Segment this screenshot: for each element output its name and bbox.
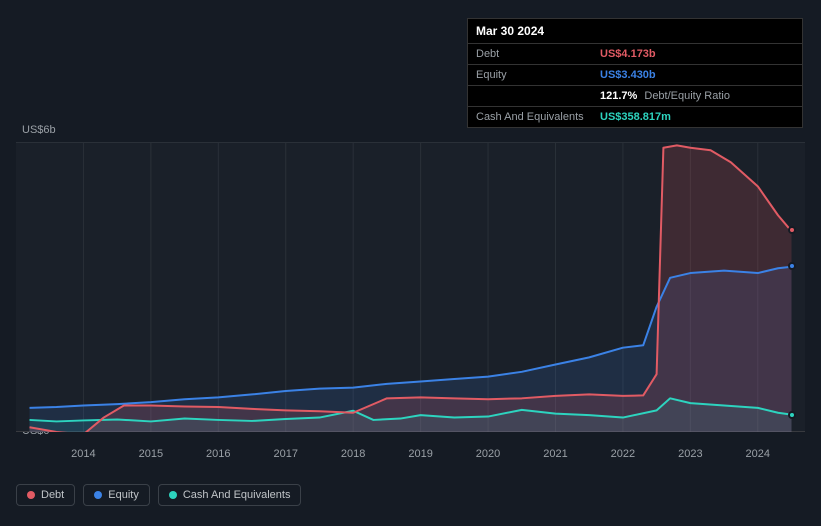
- x-axis-tick: 2024: [746, 448, 770, 460]
- x-axis-tick: 2021: [543, 448, 567, 460]
- tooltip-date: Mar 30 2024: [468, 19, 802, 44]
- legend-dot-icon: [94, 491, 102, 499]
- cash-end-marker: [788, 411, 796, 419]
- legend-item[interactable]: Debt: [16, 484, 75, 506]
- legend-item[interactable]: Cash And Equivalents: [158, 484, 302, 506]
- x-axis-tick: 2017: [273, 448, 297, 460]
- legend-label: Debt: [41, 489, 64, 501]
- x-axis-tick: 2014: [71, 448, 95, 460]
- tooltip-row-value: US$3.430b: [600, 69, 656, 81]
- chart-svg: [16, 143, 805, 432]
- tooltip-row: 121.7% Debt/Equity Ratio: [468, 86, 802, 107]
- tooltip-box: Mar 30 2024 DebtUS$4.173bEquityUS$3.430b…: [467, 18, 803, 128]
- legend-dot-icon: [169, 491, 177, 499]
- tooltip-row-label: [476, 90, 600, 102]
- debt-end-marker: [788, 226, 796, 234]
- x-axis-tick: 2020: [476, 448, 500, 460]
- tooltip-row: DebtUS$4.173b: [468, 44, 802, 65]
- tooltip-rows: DebtUS$4.173bEquityUS$3.430b121.7% Debt/…: [468, 44, 802, 127]
- tooltip-row-label: Debt: [476, 48, 600, 60]
- legend-item[interactable]: Equity: [83, 484, 150, 506]
- tooltip-row-value: US$358.817m: [600, 111, 671, 123]
- chart-area[interactable]: [16, 142, 805, 432]
- y-axis-label-top: US$6b: [22, 124, 56, 136]
- tooltip-row-value: US$4.173b: [600, 48, 656, 60]
- tooltip-row-extra: Debt/Equity Ratio: [641, 90, 730, 102]
- x-axis-tick: 2019: [408, 448, 432, 460]
- x-axis-tick: 2016: [206, 448, 230, 460]
- tooltip-row: EquityUS$3.430b: [468, 65, 802, 86]
- x-axis-tick: 2018: [341, 448, 365, 460]
- tooltip-row-value: 121.7% Debt/Equity Ratio: [600, 90, 730, 102]
- tooltip-row: Cash And EquivalentsUS$358.817m: [468, 107, 802, 127]
- legend-label: Cash And Equivalents: [183, 489, 291, 501]
- legend-dot-icon: [27, 491, 35, 499]
- tooltip-row-label: Equity: [476, 69, 600, 81]
- x-axis-tick: 2023: [678, 448, 702, 460]
- legend-label: Equity: [108, 489, 139, 501]
- x-axis-tick: 2015: [139, 448, 163, 460]
- legend: Debt Equity Cash And Equivalents: [16, 484, 301, 506]
- x-axis-tick: 2022: [611, 448, 635, 460]
- equity-end-marker: [788, 262, 796, 270]
- tooltip-row-label: Cash And Equivalents: [476, 111, 600, 123]
- x-axis: 2014 2015 2016 2017 2018 2019 2020 2021 2022 2023…: [16, 448, 805, 464]
